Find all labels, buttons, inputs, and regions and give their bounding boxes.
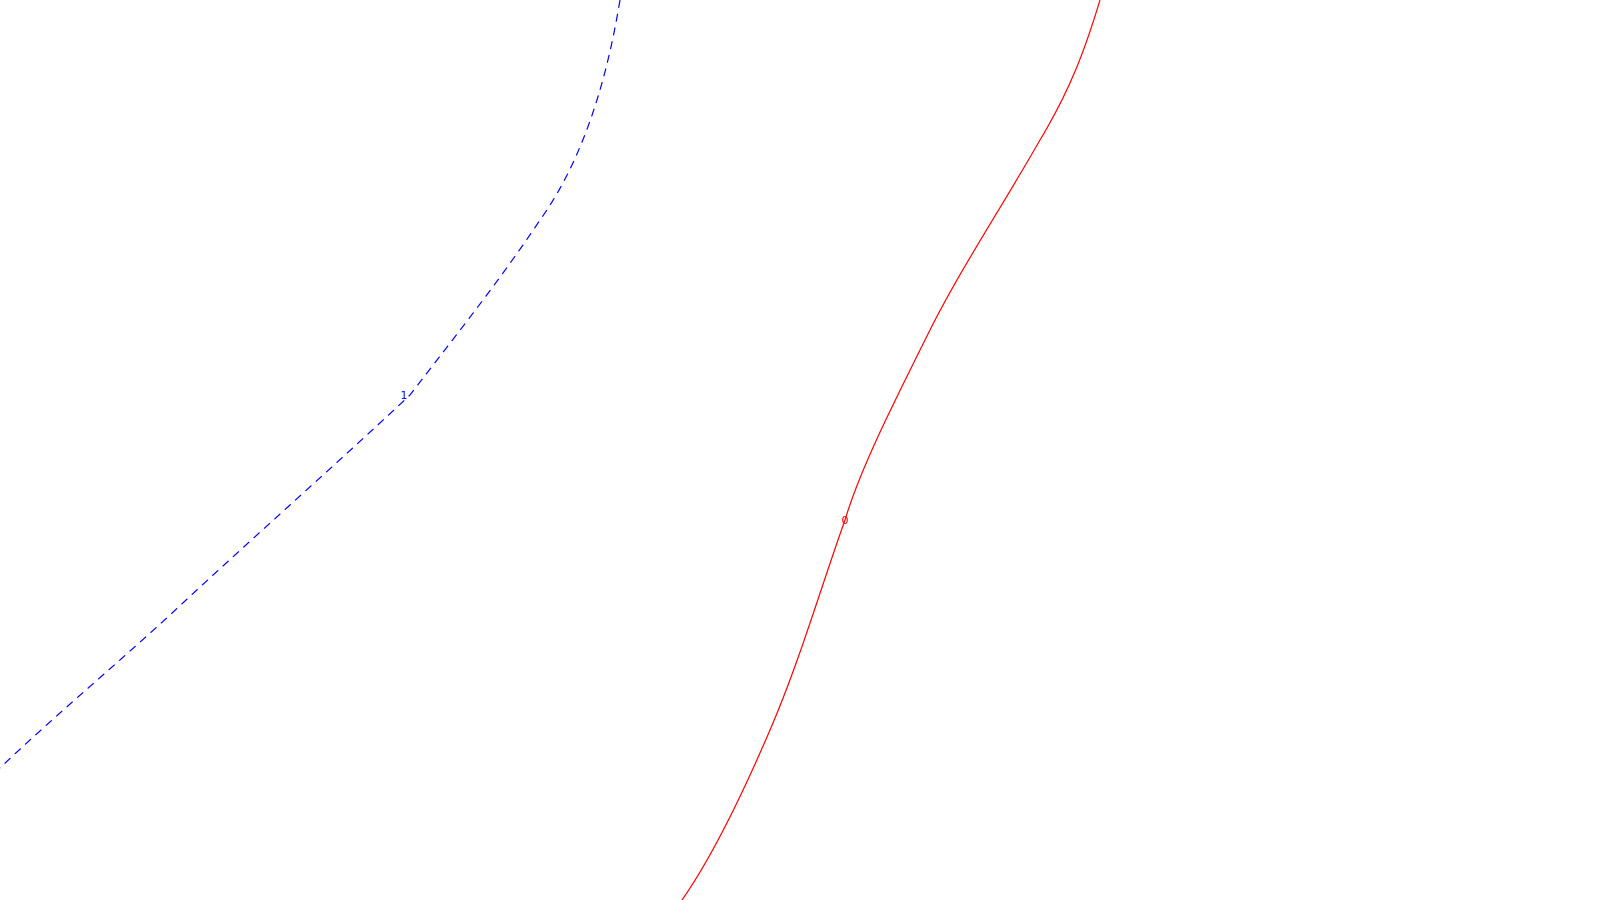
contour-label-1: 1 <box>401 389 408 402</box>
contour-line-1 <box>0 0 621 769</box>
contour-label-0: 0 <box>842 514 849 527</box>
contour-line-0 <box>681 0 1101 900</box>
